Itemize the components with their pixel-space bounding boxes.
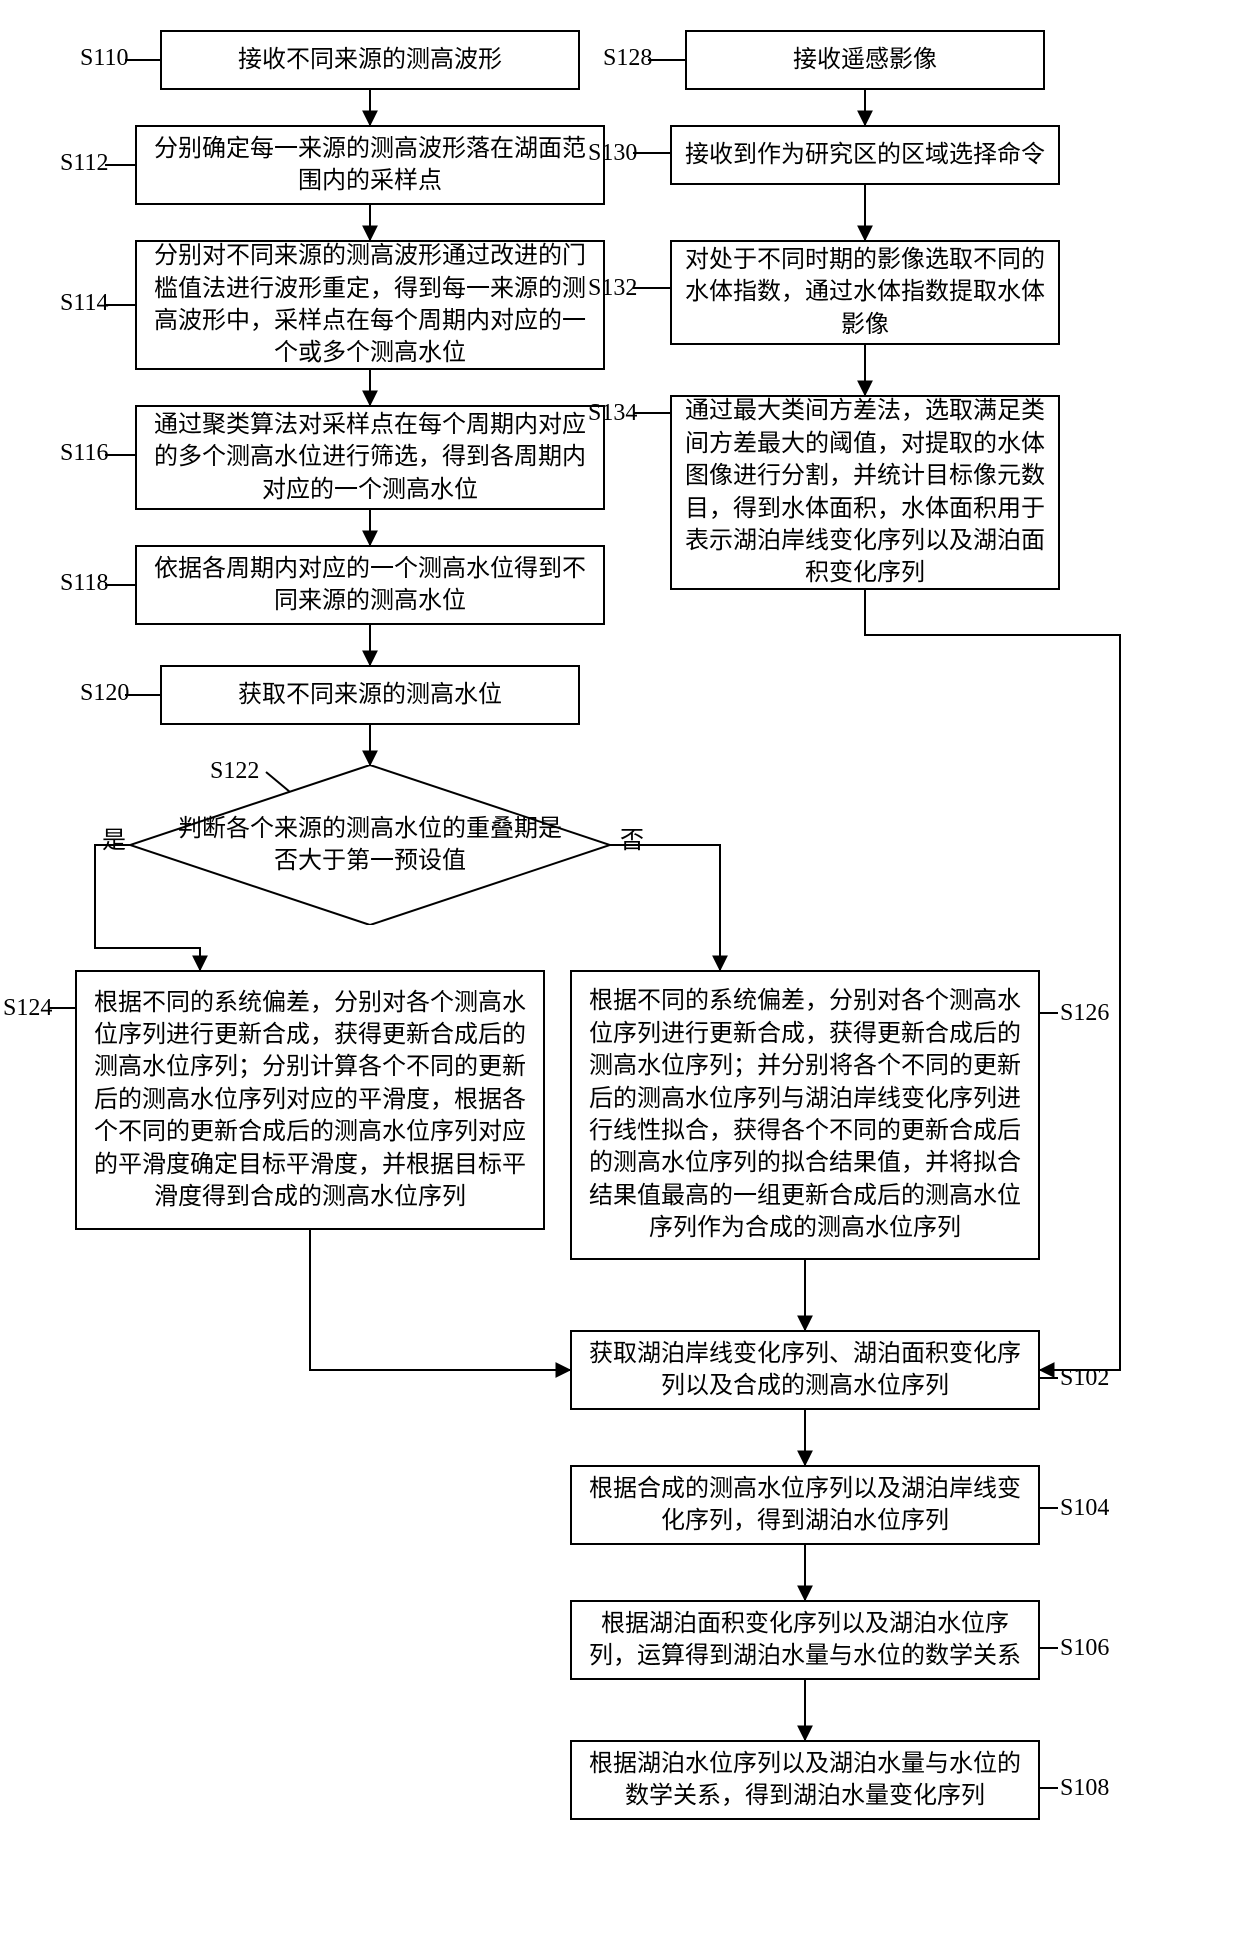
node-s114: 分别对不同来源的测高波形通过改进的门槛值法进行波形重定，得到每一来源的测高波形中… bbox=[135, 240, 605, 370]
node-s134-text: 通过最大类间方差法，选取满足类间方差最大的阈值，对提取的水体图像进行分割，并统计… bbox=[684, 395, 1046, 589]
node-s106-text: 根据湖泊面积变化序列以及湖泊水位序列，运算得到湖泊水量与水位的数学关系 bbox=[584, 1608, 1026, 1673]
label-s132: S132 bbox=[588, 275, 637, 302]
node-s124-text: 根据不同的系统偏差，分别对各个测高水位序列进行更新合成，获得更新合成后的测高水位… bbox=[89, 987, 531, 1214]
node-s128-text: 接收遥感影像 bbox=[793, 44, 937, 76]
label-s102: S102 bbox=[1060, 1365, 1109, 1392]
node-s102-text: 获取湖泊岸线变化序列、湖泊面积变化序列以及合成的测高水位序列 bbox=[584, 1338, 1026, 1403]
node-s114-text: 分别对不同来源的测高波形通过改进的门槛值法进行波形重定，得到每一来源的测高波形中… bbox=[149, 240, 591, 370]
node-s130-text: 接收到作为研究区的区域选择命令 bbox=[685, 139, 1045, 171]
label-s108: S108 bbox=[1060, 1775, 1109, 1802]
node-s108: 根据湖泊水位序列以及湖泊水量与水位的数学关系，得到湖泊水量变化序列 bbox=[570, 1740, 1040, 1820]
node-s120-text: 获取不同来源的测高水位 bbox=[238, 679, 502, 711]
label-s120: S120 bbox=[80, 680, 129, 707]
node-s128: 接收遥感影像 bbox=[685, 30, 1045, 90]
node-s120: 获取不同来源的测高水位 bbox=[160, 665, 580, 725]
node-s110-text: 接收不同来源的测高波形 bbox=[238, 44, 502, 76]
node-s112-text: 分别确定每一来源的测高波形落在湖面范围内的采样点 bbox=[149, 133, 591, 198]
node-s122-text: 判断各个来源的测高水位的重叠期是否大于第一预设值 bbox=[170, 813, 570, 878]
node-s104-text: 根据合成的测高水位序列以及湖泊岸线变化序列，得到湖泊水位序列 bbox=[584, 1473, 1026, 1538]
node-s132: 对处于不同时期的影像选取不同的水体指数，通过水体指数提取水体影像 bbox=[670, 240, 1060, 345]
node-s118: 依据各周期内对应的一个测高水位得到不同来源的测高水位 bbox=[135, 545, 605, 625]
node-s118-text: 依据各周期内对应的一个测高水位得到不同来源的测高水位 bbox=[149, 553, 591, 618]
label-s114: S114 bbox=[60, 290, 108, 317]
node-s108-text: 根据湖泊水位序列以及湖泊水量与水位的数学关系，得到湖泊水量变化序列 bbox=[584, 1748, 1026, 1813]
label-s134: S134 bbox=[588, 400, 637, 427]
branch-no-label: 否 bbox=[620, 820, 644, 855]
node-s132-text: 对处于不同时期的影像选取不同的水体指数，通过水体指数提取水体影像 bbox=[684, 244, 1046, 341]
label-s116: S116 bbox=[60, 440, 108, 467]
label-s124: S124 bbox=[3, 995, 52, 1022]
node-s134: 通过最大类间方差法，选取满足类间方差最大的阈值，对提取的水体图像进行分割，并统计… bbox=[670, 395, 1060, 590]
label-s122: S122 bbox=[210, 758, 259, 785]
label-s118: S118 bbox=[60, 570, 108, 597]
label-s126: S126 bbox=[1060, 1000, 1109, 1027]
node-s106: 根据湖泊面积变化序列以及湖泊水位序列，运算得到湖泊水量与水位的数学关系 bbox=[570, 1600, 1040, 1680]
label-s106: S106 bbox=[1060, 1635, 1109, 1662]
node-s116-text: 通过聚类算法对采样点在每个周期内对应的多个测高水位进行筛选，得到各周期内对应的一… bbox=[149, 409, 591, 506]
node-s124: 根据不同的系统偏差，分别对各个测高水位序列进行更新合成，获得更新合成后的测高水位… bbox=[75, 970, 545, 1230]
node-s126-text: 根据不同的系统偏差，分别对各个测高水位序列进行更新合成，获得更新合成后的测高水位… bbox=[584, 985, 1026, 1244]
label-s130: S130 bbox=[588, 140, 637, 167]
node-s110: 接收不同来源的测高波形 bbox=[160, 30, 580, 90]
branch-yes-label: 是 bbox=[102, 820, 126, 855]
node-s130: 接收到作为研究区的区域选择命令 bbox=[670, 125, 1060, 185]
node-s112: 分别确定每一来源的测高波形落在湖面范围内的采样点 bbox=[135, 125, 605, 205]
label-s128: S128 bbox=[603, 45, 652, 72]
node-s102: 获取湖泊岸线变化序列、湖泊面积变化序列以及合成的测高水位序列 bbox=[570, 1330, 1040, 1410]
node-s116: 通过聚类算法对采样点在每个周期内对应的多个测高水位进行筛选，得到各周期内对应的一… bbox=[135, 405, 605, 510]
node-s122: 判断各个来源的测高水位的重叠期是否大于第一预设值 bbox=[130, 765, 610, 925]
node-s126: 根据不同的系统偏差，分别对各个测高水位序列进行更新合成，获得更新合成后的测高水位… bbox=[570, 970, 1040, 1260]
label-s112: S112 bbox=[60, 150, 108, 177]
label-s110: S110 bbox=[80, 45, 128, 72]
label-s104: S104 bbox=[1060, 1495, 1109, 1522]
node-s104: 根据合成的测高水位序列以及湖泊岸线变化序列，得到湖泊水位序列 bbox=[570, 1465, 1040, 1545]
